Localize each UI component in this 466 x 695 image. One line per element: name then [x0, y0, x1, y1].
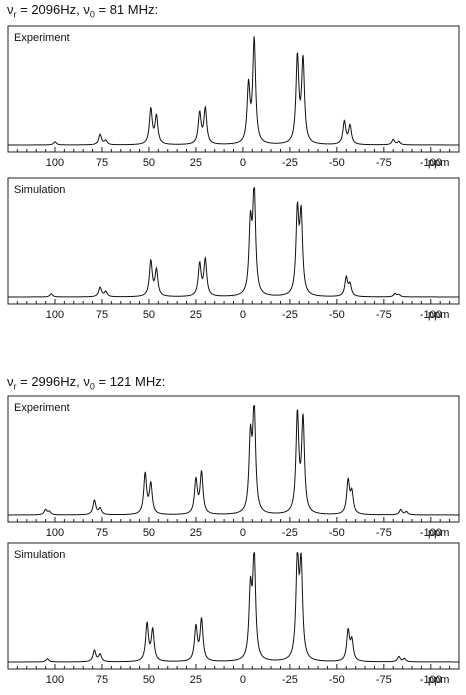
- tick-label: -75: [376, 527, 392, 539]
- panel-label: Simulation: [14, 184, 65, 196]
- spectrum-line: [8, 552, 459, 663]
- tick-label: -25: [282, 674, 298, 686]
- tick-label: 25: [190, 309, 202, 321]
- tick-label: -75: [376, 309, 392, 321]
- tick-label: -50: [329, 527, 345, 539]
- panel-frame: [7, 177, 460, 305]
- panel-label: Experiment: [14, 402, 70, 414]
- tick-label: 50: [143, 674, 155, 686]
- panel-label: Experiment: [14, 32, 70, 44]
- nu-symbol: ν: [7, 2, 14, 17]
- panel-frame: [7, 542, 460, 670]
- tick-label: -100: [420, 157, 442, 169]
- group2-heading: νr = 2996Hz, ν0 = 121 MHz:: [7, 374, 166, 392]
- tick-label: 0: [240, 309, 246, 321]
- tick-label: 100: [46, 309, 64, 321]
- tick-label: -50: [329, 674, 345, 686]
- tick-label: 25: [190, 674, 202, 686]
- spectrum-line: [8, 187, 459, 298]
- nu-symbol: ν: [7, 374, 14, 389]
- axis-unit-label: ppm: [428, 527, 449, 539]
- tick-label: -100: [420, 674, 442, 686]
- tick-label: -50: [329, 309, 345, 321]
- panel-frame: [7, 395, 460, 523]
- tick-label: 100: [46, 527, 64, 539]
- tick-label: 0: [240, 157, 246, 169]
- tick-label: 25: [190, 157, 202, 169]
- tick-label: 50: [143, 527, 155, 539]
- tick-label: -25: [282, 309, 298, 321]
- spectrum-line: [8, 405, 459, 516]
- tick-label: 75: [96, 309, 108, 321]
- tick-label: -50: [329, 157, 345, 169]
- tick-label: 75: [96, 157, 108, 169]
- tick-label: -25: [282, 157, 298, 169]
- tick-label: -75: [376, 674, 392, 686]
- tick-label: 50: [143, 309, 155, 321]
- tick-label: 25: [190, 527, 202, 539]
- group1-heading: νr = 2096Hz, ν0 = 81 MHz:: [7, 2, 159, 20]
- spectrum-line: [8, 36, 459, 146]
- tick-label: 75: [96, 674, 108, 686]
- panel-frame: [7, 25, 460, 153]
- tick-label: 75: [96, 527, 108, 539]
- tick-label: 100: [46, 674, 64, 686]
- tick-label: -100: [420, 309, 442, 321]
- tick-label: 0: [240, 527, 246, 539]
- tick-label: 50: [143, 157, 155, 169]
- tick-label: -100: [420, 527, 442, 539]
- axis-unit-label: ppm: [428, 157, 449, 169]
- tick-label: -25: [282, 527, 298, 539]
- panel-label: Simulation: [14, 549, 65, 561]
- tick-label: -75: [376, 157, 392, 169]
- tick-label: 100: [46, 157, 64, 169]
- axis-unit-label: ppm: [428, 309, 449, 321]
- axis-unit-label: ppm: [428, 674, 449, 686]
- tick-label: 0: [240, 674, 246, 686]
